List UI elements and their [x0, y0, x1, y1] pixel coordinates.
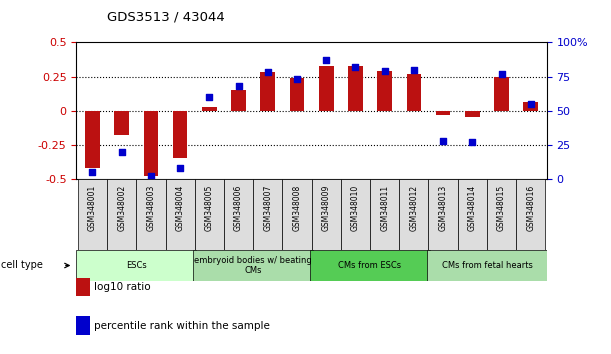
Text: GSM348004: GSM348004	[175, 184, 185, 231]
Bar	[166, 179, 195, 250]
Bar	[458, 179, 487, 250]
Text: GSM348011: GSM348011	[380, 184, 389, 230]
Text: GSM348016: GSM348016	[526, 184, 535, 231]
Bar	[516, 179, 546, 250]
Point	[380, 68, 390, 74]
Bar	[253, 179, 282, 250]
Text: GDS3513 / 43044: GDS3513 / 43044	[107, 11, 225, 24]
Bar	[487, 179, 516, 250]
Point	[526, 101, 536, 107]
Text: GSM348015: GSM348015	[497, 184, 506, 231]
Point	[409, 67, 419, 73]
Point	[87, 169, 97, 175]
Text: CMs from fetal hearts: CMs from fetal hearts	[442, 261, 532, 270]
Point	[351, 64, 360, 70]
Text: GSM348008: GSM348008	[293, 184, 301, 231]
Bar	[136, 179, 166, 250]
Bar	[282, 179, 312, 250]
Text: CMs from ESCs: CMs from ESCs	[338, 261, 401, 270]
Text: GSM348009: GSM348009	[322, 184, 331, 231]
Bar	[378, 71, 392, 110]
Bar	[107, 179, 136, 250]
Point	[438, 138, 448, 143]
Text: GSM348007: GSM348007	[263, 184, 273, 231]
Point	[117, 149, 126, 154]
Point	[263, 70, 273, 75]
Bar	[76, 278, 90, 296]
Text: GSM348010: GSM348010	[351, 184, 360, 231]
Text: GSM348012: GSM348012	[409, 184, 419, 230]
Point	[146, 173, 156, 179]
Text: GSM348002: GSM348002	[117, 184, 126, 231]
Bar	[260, 73, 275, 110]
Bar	[224, 179, 253, 250]
Bar	[524, 102, 538, 110]
Point	[497, 71, 507, 77]
Bar	[319, 65, 334, 110]
Bar	[341, 179, 370, 250]
Bar	[494, 76, 509, 110]
Bar	[76, 250, 196, 281]
Text: embryoid bodies w/ beating
CMs: embryoid bodies w/ beating CMs	[194, 256, 312, 275]
Bar	[144, 110, 158, 176]
Bar	[436, 110, 450, 115]
Bar	[78, 179, 107, 250]
Bar	[348, 65, 363, 110]
Point	[175, 165, 185, 171]
Text: percentile rank within the sample: percentile rank within the sample	[94, 321, 270, 331]
Text: GSM348014: GSM348014	[468, 184, 477, 231]
Text: GSM348013: GSM348013	[439, 184, 448, 231]
Bar	[370, 179, 399, 250]
Text: ESCs: ESCs	[126, 261, 147, 270]
Point	[233, 83, 243, 89]
Text: cell type: cell type	[1, 261, 43, 270]
Point	[321, 57, 331, 63]
Bar	[85, 110, 100, 168]
Text: GSM348003: GSM348003	[147, 184, 155, 231]
Text: GSM348001: GSM348001	[88, 184, 97, 231]
Point	[467, 139, 477, 145]
Bar	[310, 250, 430, 281]
Text: GSM348006: GSM348006	[234, 184, 243, 231]
Bar	[427, 250, 547, 281]
Bar	[399, 179, 428, 250]
Bar	[290, 78, 304, 110]
Point	[205, 94, 214, 100]
Bar	[76, 316, 90, 335]
Text: log10 ratio: log10 ratio	[94, 282, 151, 292]
Bar	[231, 90, 246, 110]
Bar	[114, 110, 129, 135]
Bar	[173, 110, 188, 158]
Bar	[195, 179, 224, 250]
Bar	[193, 250, 313, 281]
Bar	[312, 179, 341, 250]
Bar	[428, 179, 458, 250]
Bar	[202, 107, 217, 110]
Text: GSM348005: GSM348005	[205, 184, 214, 231]
Bar	[406, 74, 421, 110]
Bar	[465, 110, 480, 118]
Point	[292, 76, 302, 82]
